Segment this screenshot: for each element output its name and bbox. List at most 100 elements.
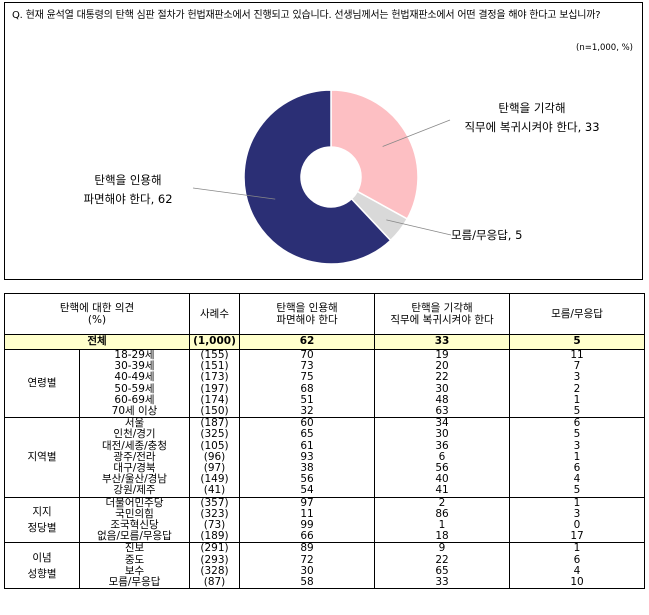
row-value-reject: 9 bbox=[374, 542, 510, 555]
row-value-reject: 56 bbox=[374, 462, 510, 475]
total-sample-size: (1,000) bbox=[189, 334, 240, 350]
row-value-dont-know: 0 bbox=[509, 519, 645, 532]
row-value-dont-know: 6 bbox=[509, 417, 645, 430]
row-value-accept: 30 bbox=[239, 565, 375, 578]
header-reject-line1: 탄핵을 기각해 bbox=[411, 302, 473, 314]
sample-size-note: (n=1,000, %) bbox=[576, 43, 633, 53]
row-value-dont-know: 1 bbox=[509, 394, 645, 407]
row-value-dont-know: 4 bbox=[509, 565, 645, 578]
total-label: 전체 bbox=[4, 334, 190, 350]
group-label-line1: 이념 bbox=[32, 551, 52, 564]
row-value-accept: 51 bbox=[239, 394, 375, 407]
row-label: 더불어민주당 bbox=[105, 496, 164, 509]
row-sample-size: (187) bbox=[189, 417, 240, 430]
row-value-reject: 48 bbox=[374, 394, 510, 407]
row-value-dont-know: 3 bbox=[509, 440, 645, 452]
row-value-dont-know: 6 bbox=[509, 462, 645, 475]
table-row: 50-59세 (197) 68 30 2 bbox=[5, 382, 645, 395]
leader-line-accept bbox=[192, 187, 276, 200]
table-header-row: 탄핵에 대한 의견 (%) 사례수 탄핵을 인용해 파면해야 한다 탄핵을 기각… bbox=[4, 293, 645, 335]
header-opinion-title: 탄핵에 대한 의견 bbox=[59, 302, 135, 314]
row-label: 18-29세 bbox=[114, 349, 155, 361]
row-value-accept: 54 bbox=[239, 485, 375, 498]
row-label: 부산/울산/경남 bbox=[101, 473, 168, 486]
row-value-dont-know: 1 bbox=[509, 451, 645, 464]
row-value-accept: 75 bbox=[239, 372, 375, 384]
table-row: 중도 (293) 72 22 6 bbox=[5, 554, 645, 566]
row-sample-size: (293) bbox=[189, 554, 240, 566]
row-value-accept: 65 bbox=[239, 429, 375, 441]
row-value-dont-know: 1 bbox=[509, 497, 645, 509]
row-label: 대구/경북 bbox=[113, 462, 156, 475]
row-label: 보수 bbox=[124, 564, 145, 577]
table-row-total: 전체 (1,000) 62 33 5 bbox=[4, 334, 645, 350]
crosstab-table-wrapper: 탄핵에 대한 의견 (%) 사례수 탄핵을 인용해 파면해야 한다 탄핵을 기각… bbox=[4, 293, 645, 590]
row-sample-size: (96) bbox=[189, 451, 240, 464]
table-row: 30-39세 (151) 73 20 7 bbox=[5, 360, 645, 373]
table-row: 보수 (328) 30 65 4 bbox=[5, 564, 645, 578]
table-row: 대구/경북 (97) 38 56 6 bbox=[5, 462, 645, 475]
label-dont-know: 모름/무응답, 5 bbox=[451, 226, 551, 245]
row-sample-size: (149) bbox=[189, 474, 240, 486]
row-value-accept: 70 bbox=[239, 349, 375, 362]
row-sample-size: (155) bbox=[189, 349, 240, 362]
total-reject: 33 bbox=[374, 334, 510, 350]
table-row: 광주/전라 (96) 93 6 1 bbox=[5, 451, 645, 464]
row-value-reject: 34 bbox=[374, 417, 510, 430]
row-label: 서울 bbox=[124, 417, 145, 430]
total-dont-know: 5 bbox=[509, 334, 645, 350]
row-sample-size: (105) bbox=[189, 440, 240, 452]
row-value-reject: 40 bbox=[374, 474, 510, 486]
row-sample-size: (173) bbox=[189, 372, 240, 384]
group-label: 지지 정당별 bbox=[4, 497, 80, 544]
row-value-dont-know: 2 bbox=[509, 383, 645, 395]
row-value-reject: 19 bbox=[374, 349, 510, 362]
group-label-line2: 성향별 bbox=[27, 567, 57, 580]
label-accept-line1: 탄핵을 인용해 bbox=[94, 173, 162, 187]
label-reject: 탄핵을 기각해 직무에 복귀시켜야 한다, 33 bbox=[447, 99, 617, 137]
row-value-dont-know: 5 bbox=[509, 429, 645, 441]
row-value-reject: 22 bbox=[374, 554, 510, 566]
row-value-dont-know: 5 bbox=[509, 406, 645, 419]
label-reject-line2: 직무에 복귀시켜야 한다, 33 bbox=[464, 120, 600, 134]
table-row: 지지 정당별 더불어민주당 (357) 97 2 1 bbox=[4, 496, 645, 544]
row-value-accept: 72 bbox=[239, 554, 375, 566]
header-accept: 탄핵을 인용해 파면해야 한다 bbox=[239, 293, 375, 335]
row-value-dont-know: 3 bbox=[509, 508, 645, 521]
table-row: 부산/울산/경남 (149) 56 40 4 bbox=[5, 473, 645, 486]
row-value-reject: 41 bbox=[374, 485, 510, 498]
row-label: 대전/세종/충청 bbox=[101, 439, 168, 452]
row-sample-size: (197) bbox=[189, 383, 240, 395]
row-value-accept: 89 bbox=[239, 542, 375, 555]
row-sample-size: (41) bbox=[189, 485, 240, 498]
leader-line-reject bbox=[382, 119, 451, 147]
total-accept: 62 bbox=[239, 334, 375, 350]
row-value-dont-know: 1 bbox=[509, 542, 645, 555]
row-value-dont-know: 4 bbox=[509, 474, 645, 486]
row-label: 모름/무응답 bbox=[79, 577, 190, 590]
row-label: 40-49세 bbox=[114, 371, 155, 384]
row-sample-size: (323) bbox=[189, 508, 240, 521]
row-value-accept: 66 bbox=[239, 531, 375, 544]
row-label: 50-59세 bbox=[114, 382, 155, 395]
row-value-accept: 61 bbox=[239, 440, 375, 452]
chart-panel: Q. 현재 윤석열 대통령의 탄핵 심판 절차가 헌법재판소에서 진행되고 있습… bbox=[4, 2, 643, 280]
row-value-accept: 58 bbox=[239, 577, 375, 590]
table-row: 지역별 서울 (187) 60 34 6 bbox=[4, 417, 645, 498]
table-row: 국민의힘 (323) 11 86 3 bbox=[5, 508, 645, 521]
slice-reject bbox=[330, 89, 419, 220]
label-accept: 탄핵을 인용해 파면해야 한다, 62 bbox=[63, 171, 193, 209]
row-value-reject: 30 bbox=[374, 429, 510, 441]
table-row: 조국혁신당 (73) 99 1 0 bbox=[5, 519, 645, 532]
table-row: 60-69세 (174) 51 48 1 bbox=[5, 394, 645, 407]
crosstab-table: 탄핵에 대한 의견 (%) 사례수 탄핵을 인용해 파면해야 한다 탄핵을 기각… bbox=[4, 293, 645, 590]
row-value-reject: 6 bbox=[374, 451, 510, 464]
row-value-accept: 11 bbox=[239, 508, 375, 521]
row-sample-size: (97) bbox=[189, 462, 240, 475]
row-label: 70세 이상 bbox=[79, 406, 190, 419]
label-dont-know-line1: 모름/무응답, 5 bbox=[451, 228, 523, 242]
row-label: 조국혁신당 bbox=[110, 519, 159, 532]
row-sample-size: (174) bbox=[189, 394, 240, 407]
row-value-dont-know: 17 bbox=[509, 531, 645, 544]
